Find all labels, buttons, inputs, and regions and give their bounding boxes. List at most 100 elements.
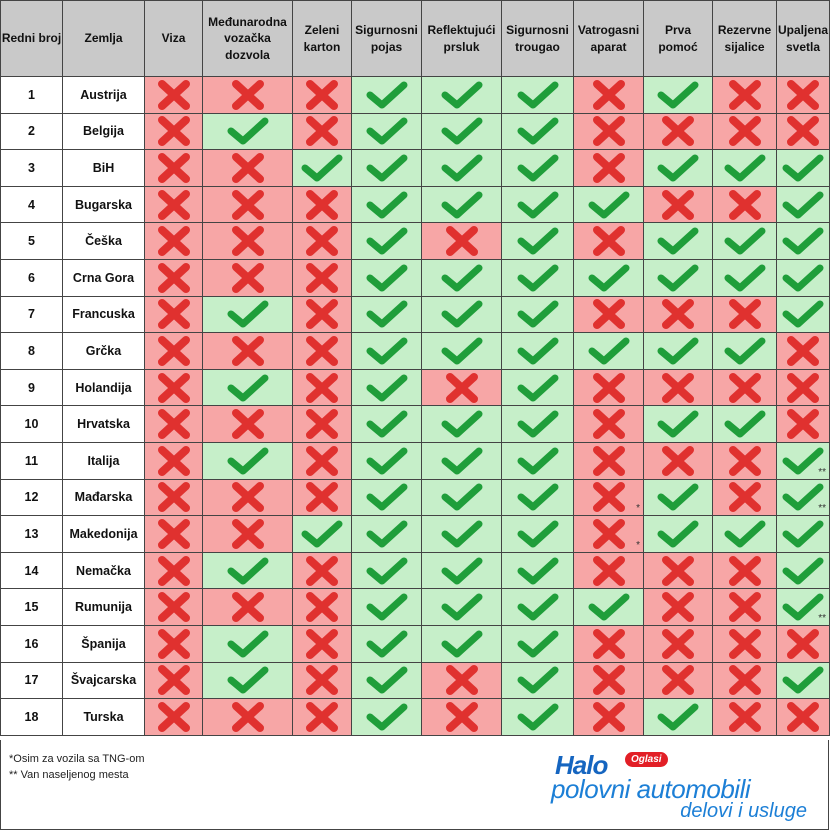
check-icon: [517, 337, 558, 365]
required-cell: [643, 515, 713, 553]
cross-icon: [787, 628, 819, 659]
check-icon: [657, 410, 699, 438]
cross-icon: [662, 592, 694, 623]
cross-icon: [728, 555, 761, 586]
cross-icon: [157, 665, 190, 696]
not-required-cell: [144, 332, 203, 370]
required-cell: **: [776, 441, 830, 480]
cross-icon: [306, 665, 338, 696]
required-cell: [712, 405, 777, 443]
column-header: Međunarodna vozačka dozvola: [202, 0, 293, 77]
cross-icon: [787, 409, 819, 440]
row-number: 14: [0, 551, 63, 590]
not-required-cell: [144, 661, 203, 700]
required-cell: [776, 515, 830, 553]
row-number: 18: [0, 698, 63, 736]
check-icon: [366, 154, 407, 182]
table-row: 2 Belgija: [0, 112, 830, 151]
check-icon: [366, 300, 407, 328]
required-cell: [501, 551, 574, 590]
table-row: 11 Italija **: [0, 441, 830, 480]
not-required-cell: [776, 405, 830, 443]
check-icon: [657, 337, 699, 365]
cross-icon: [728, 372, 761, 403]
check-icon: [301, 154, 343, 182]
required-cell: [501, 441, 574, 480]
cross-icon: [157, 592, 190, 623]
check-icon: [366, 593, 407, 621]
not-required-cell: [292, 698, 352, 736]
required-cell: [421, 295, 502, 334]
logo-tagline-main: polovni automobili: [551, 774, 751, 804]
check-icon: [517, 374, 558, 402]
cross-icon: [157, 409, 190, 440]
cross-icon: [306, 226, 338, 257]
required-cell: [292, 149, 352, 187]
not-required-cell: [712, 551, 777, 590]
country-name: Bugarska: [62, 185, 145, 224]
check-icon: [441, 593, 482, 621]
check-icon: [724, 154, 765, 182]
not-required-cell: [144, 295, 203, 334]
column-header: Zeleni karton: [292, 0, 352, 77]
not-required-cell: [643, 112, 713, 151]
cross-icon: [662, 116, 694, 147]
cross-icon: [157, 79, 190, 110]
cross-icon: [592, 555, 625, 586]
cross-icon: [157, 116, 190, 147]
not-required-cell: [144, 551, 203, 590]
required-cell: [712, 332, 777, 370]
check-icon: [366, 117, 407, 145]
check-icon: [227, 447, 268, 475]
not-required-cell: [292, 441, 352, 480]
cross-icon: [306, 116, 338, 147]
not-required-cell: [202, 588, 293, 626]
check-icon: [366, 447, 407, 475]
check-icon: [366, 191, 407, 219]
not-required-cell: [712, 295, 777, 334]
cross-icon: [157, 518, 190, 549]
footnote-marker: **: [818, 612, 826, 624]
check-icon: [517, 154, 558, 182]
check-icon: [301, 520, 343, 548]
cross-icon: [231, 226, 264, 257]
not-required-cell: [573, 551, 644, 590]
required-cell: [501, 149, 574, 187]
cross-icon: [157, 189, 190, 220]
not-required-cell: [202, 76, 293, 114]
cross-icon: [728, 299, 761, 330]
not-required-cell: [144, 698, 203, 736]
check-icon: [782, 300, 824, 328]
required-cell: [643, 698, 713, 736]
column-header: Upaljena svetla: [776, 0, 830, 77]
cross-icon: [157, 152, 190, 183]
not-required-cell: [144, 112, 203, 151]
not-required-cell: [712, 588, 777, 626]
not-required-cell: [643, 588, 713, 626]
column-header: Reflektujući prsluk: [421, 0, 502, 77]
check-icon: [517, 630, 558, 658]
not-required-cell: [776, 76, 830, 114]
check-icon: [782, 191, 824, 219]
cross-icon: [662, 445, 694, 476]
required-cell: [351, 661, 422, 700]
cross-icon: [728, 482, 761, 513]
check-icon: [441, 191, 482, 219]
row-number: 9: [0, 368, 63, 407]
required-cell: [643, 149, 713, 187]
required-cell: [712, 149, 777, 187]
check-icon: [724, 337, 765, 365]
not-required-cell: [292, 112, 352, 151]
check-icon: [366, 410, 407, 438]
footnote-tng: *Osim za vozila sa TNG-om: [9, 753, 145, 765]
check-icon: [657, 264, 699, 292]
row-number: 4: [0, 185, 63, 224]
cross-icon: [231, 482, 264, 513]
not-required-cell: [421, 661, 502, 700]
check-icon: [782, 264, 824, 292]
required-cell: [202, 551, 293, 590]
check-icon: [517, 264, 558, 292]
row-number: 7: [0, 295, 63, 334]
not-required-cell: [202, 478, 293, 517]
required-cell: [776, 661, 830, 700]
